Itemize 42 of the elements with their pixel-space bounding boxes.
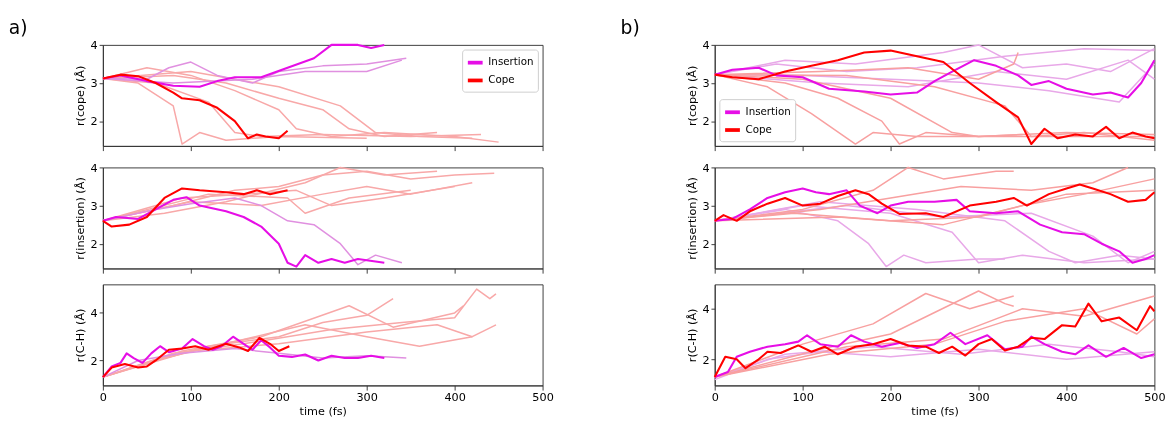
y-axis-title: r(cope) (Å): [74, 65, 88, 127]
legend-label: Cope: [745, 122, 772, 135]
y-axis-title: r(cope) (Å): [685, 65, 699, 127]
x-tick-label: 100: [792, 390, 814, 404]
x-tick-label: 500: [1144, 390, 1166, 404]
y-tick-label: 4: [90, 39, 98, 53]
x-tick-label: 200: [880, 390, 902, 404]
x-tick-label: 100: [180, 390, 203, 404]
y-tick-label: 3: [702, 199, 710, 213]
x-tick-label: 400: [444, 390, 466, 404]
legend-label: Insertion: [745, 105, 791, 118]
x-tick-label: 500: [532, 390, 554, 404]
x-tick-label: 300: [968, 390, 990, 404]
x-tick-label: 0: [711, 390, 719, 404]
y-tick-label: 4: [702, 39, 710, 53]
y-tick-label: 3: [90, 199, 98, 213]
y-tick-label: 2: [702, 115, 710, 129]
y-axis-title: r(insertion) (Å): [685, 177, 699, 260]
y-tick-label: 4: [90, 161, 98, 175]
x-axis-title: time (fs): [911, 404, 959, 418]
y-axis-title: r(C-H) (Å): [74, 308, 88, 363]
legend-label: Cope: [488, 73, 515, 86]
y-tick-label: 4: [90, 307, 98, 321]
chart-title: b): [620, 16, 640, 38]
x-tick-label: 0: [99, 390, 107, 404]
y-tick-label: 3: [702, 77, 710, 91]
chart-title: a): [8, 16, 28, 38]
y-tick-label: 2: [90, 115, 98, 129]
x-tick-label: 400: [1056, 390, 1078, 404]
x-tick-label: 200: [268, 390, 290, 404]
y-tick-label: 2: [702, 353, 710, 367]
y-tick-label: 2: [90, 237, 98, 251]
x-tick-label: 300: [356, 390, 378, 404]
y-axis-title: r(C-H) (Å): [685, 308, 699, 363]
y-tick-label: 3: [90, 77, 98, 91]
legend-label: Insertion: [488, 55, 534, 68]
x-axis-title: time (fs): [299, 404, 347, 418]
y-tick-label: 4: [702, 161, 710, 175]
y-tick-label: 2: [90, 354, 98, 368]
y-tick-label: 4: [702, 302, 710, 316]
y-axis-title: r(insertion) (Å): [74, 177, 88, 260]
y-tick-label: 2: [702, 237, 710, 251]
